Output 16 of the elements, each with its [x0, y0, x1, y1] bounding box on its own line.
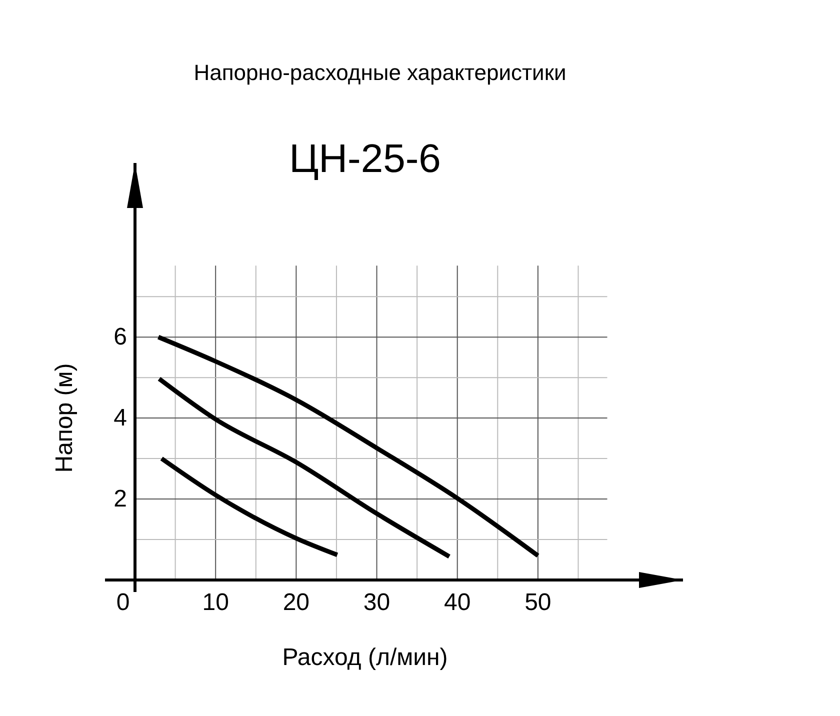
- y-axis-title: Напор (м): [51, 363, 78, 473]
- y-tick-label: 4: [114, 404, 127, 432]
- chart-title: Напорно-расходные характеристики: [194, 60, 566, 85]
- x-tick-label: 20: [282, 589, 310, 616]
- y-tick-label: 6: [114, 324, 127, 351]
- line-series: [156, 376, 452, 559]
- x-tick-label: 40: [444, 589, 471, 616]
- x-axis-title: Расход (л/мин): [282, 644, 448, 671]
- line-series: [156, 334, 540, 558]
- line-series: [159, 456, 340, 558]
- y-tick-label: 2: [114, 486, 127, 513]
- x-tick-label: 50: [524, 589, 552, 616]
- chart-subtitle: ЦН-25-6: [289, 137, 441, 181]
- x-tick-label: 30: [363, 589, 390, 616]
- x-tick-label: 10: [202, 589, 229, 616]
- x-tick-label: 0: [116, 589, 130, 616]
